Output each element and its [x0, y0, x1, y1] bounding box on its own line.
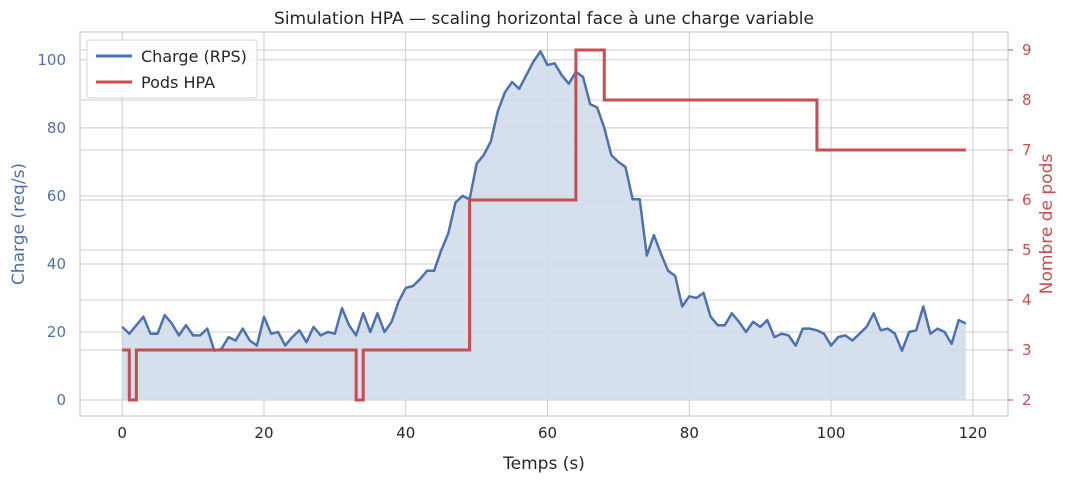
- y-axis-left: 0 20 40 60 80 100: [37, 51, 66, 409]
- y-tick-label: 0: [56, 391, 66, 409]
- x-axis: 0 20 40 60 80 100 120: [117, 424, 987, 442]
- load-line: [121, 50, 967, 352]
- legend-label-pods: Pods HPA: [141, 73, 215, 92]
- y2-tick-label: 7: [1022, 141, 1032, 159]
- x-tick-label: 20: [254, 424, 273, 442]
- x-tick-label: 60: [538, 424, 557, 442]
- x-tick-label: 120: [959, 424, 988, 442]
- y2-tick-label: 4: [1022, 291, 1032, 309]
- y-tick-label: 20: [47, 323, 66, 341]
- x-tick-label: 40: [396, 424, 415, 442]
- load-area: [122, 51, 966, 401]
- y-tick-label: 60: [47, 187, 66, 205]
- y2-tick-label: 3: [1022, 341, 1032, 359]
- y-tick-label: 100: [37, 51, 66, 69]
- y2-tick-label: 8: [1022, 91, 1032, 109]
- x-axis-label: Temps (s): [502, 454, 585, 474]
- y-tick-label: 80: [47, 119, 66, 137]
- y2-axis-label: Nombre de pods: [1037, 154, 1057, 295]
- chart-title: Simulation HPA — scaling horizontal face…: [274, 9, 814, 29]
- y2-tick-label: 9: [1022, 41, 1032, 59]
- y-axis-label: Charge (req/s): [9, 163, 29, 285]
- y2-tick-label: 6: [1022, 191, 1032, 209]
- y2-tick-label: 5: [1022, 241, 1032, 259]
- legend: Charge (RPS) Pods HPA: [86, 39, 258, 99]
- legend-label-load: Charge (RPS): [141, 47, 247, 66]
- x-tick-label: 0: [117, 424, 127, 442]
- x-tick-label: 100: [817, 424, 846, 442]
- marks: [121, 48, 967, 402]
- y-axis-right: 2 3 4 5 6 7 8 9: [1008, 41, 1032, 409]
- y2-tick-label: 2: [1022, 391, 1032, 409]
- y-tick-label: 40: [47, 255, 66, 273]
- pods-step-line: [122, 48, 966, 402]
- plot-frame: [79, 31, 1009, 417]
- x-tick-label: 80: [680, 424, 699, 442]
